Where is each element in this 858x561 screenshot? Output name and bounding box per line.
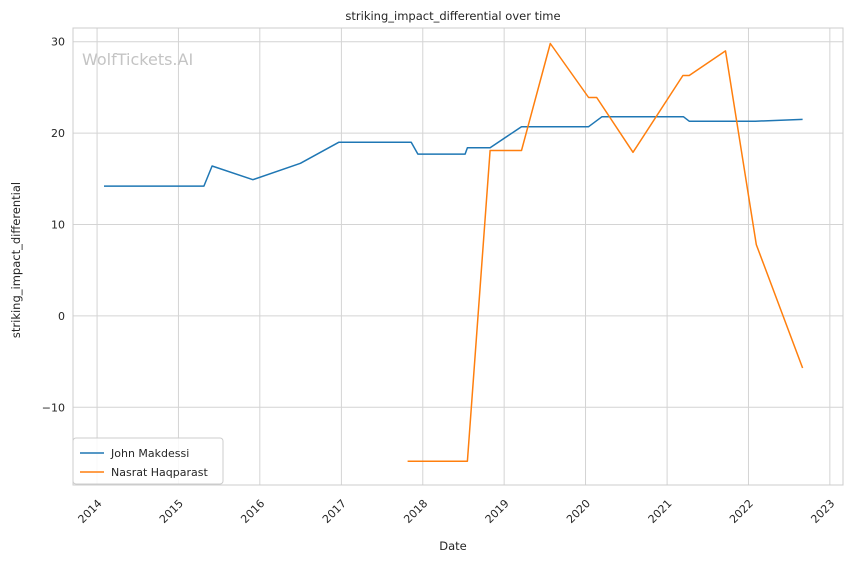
legend-label-john-makdessi: John Makdessi (110, 447, 189, 460)
grid-lines (73, 28, 843, 485)
x-tick-label: 2017 (320, 497, 349, 526)
series-line-john-makdessi (104, 115, 803, 187)
y-axis-ticks: 30 20 10 0 −10 (42, 36, 65, 415)
y-tick-label: −10 (42, 401, 65, 414)
y-tick-label: 20 (51, 127, 65, 140)
x-axis-title: Date (439, 539, 467, 553)
series-lines (104, 42, 804, 462)
y-tick-label: 10 (51, 219, 65, 232)
x-tick-label: 2021 (646, 497, 675, 526)
watermark: WolfTickets.AI (82, 50, 193, 69)
y-axis-title: striking_impact_differential (9, 182, 23, 338)
x-axis-ticks: 2014 2015 2016 2017 2018 2019 2020 2021 2022 2023 (76, 497, 838, 526)
series-line-nasrat-haqparast (407, 42, 804, 462)
y-tick-label: 0 (58, 310, 65, 323)
x-tick-label: 2018 (401, 497, 430, 526)
x-tick-label: 2014 (76, 497, 105, 526)
chart-title: striking_impact_differential over time (345, 9, 560, 23)
legend-label-nasrat-haqparast: Nasrat Haqparast (111, 466, 208, 479)
x-tick-label: 2015 (157, 497, 186, 526)
legend-box (72, 437, 224, 485)
x-tick-label: 2016 (238, 497, 267, 526)
plot-frame (72, 27, 844, 486)
x-tick-label: 2022 (727, 497, 756, 526)
x-tick-label: 2023 (808, 497, 837, 526)
y-tick-label: 30 (51, 36, 65, 49)
x-tick-label: 2020 (564, 497, 593, 526)
legend: John Makdessi Nasrat Haqparast (72, 437, 224, 485)
x-tick-label: 2019 (483, 497, 512, 526)
